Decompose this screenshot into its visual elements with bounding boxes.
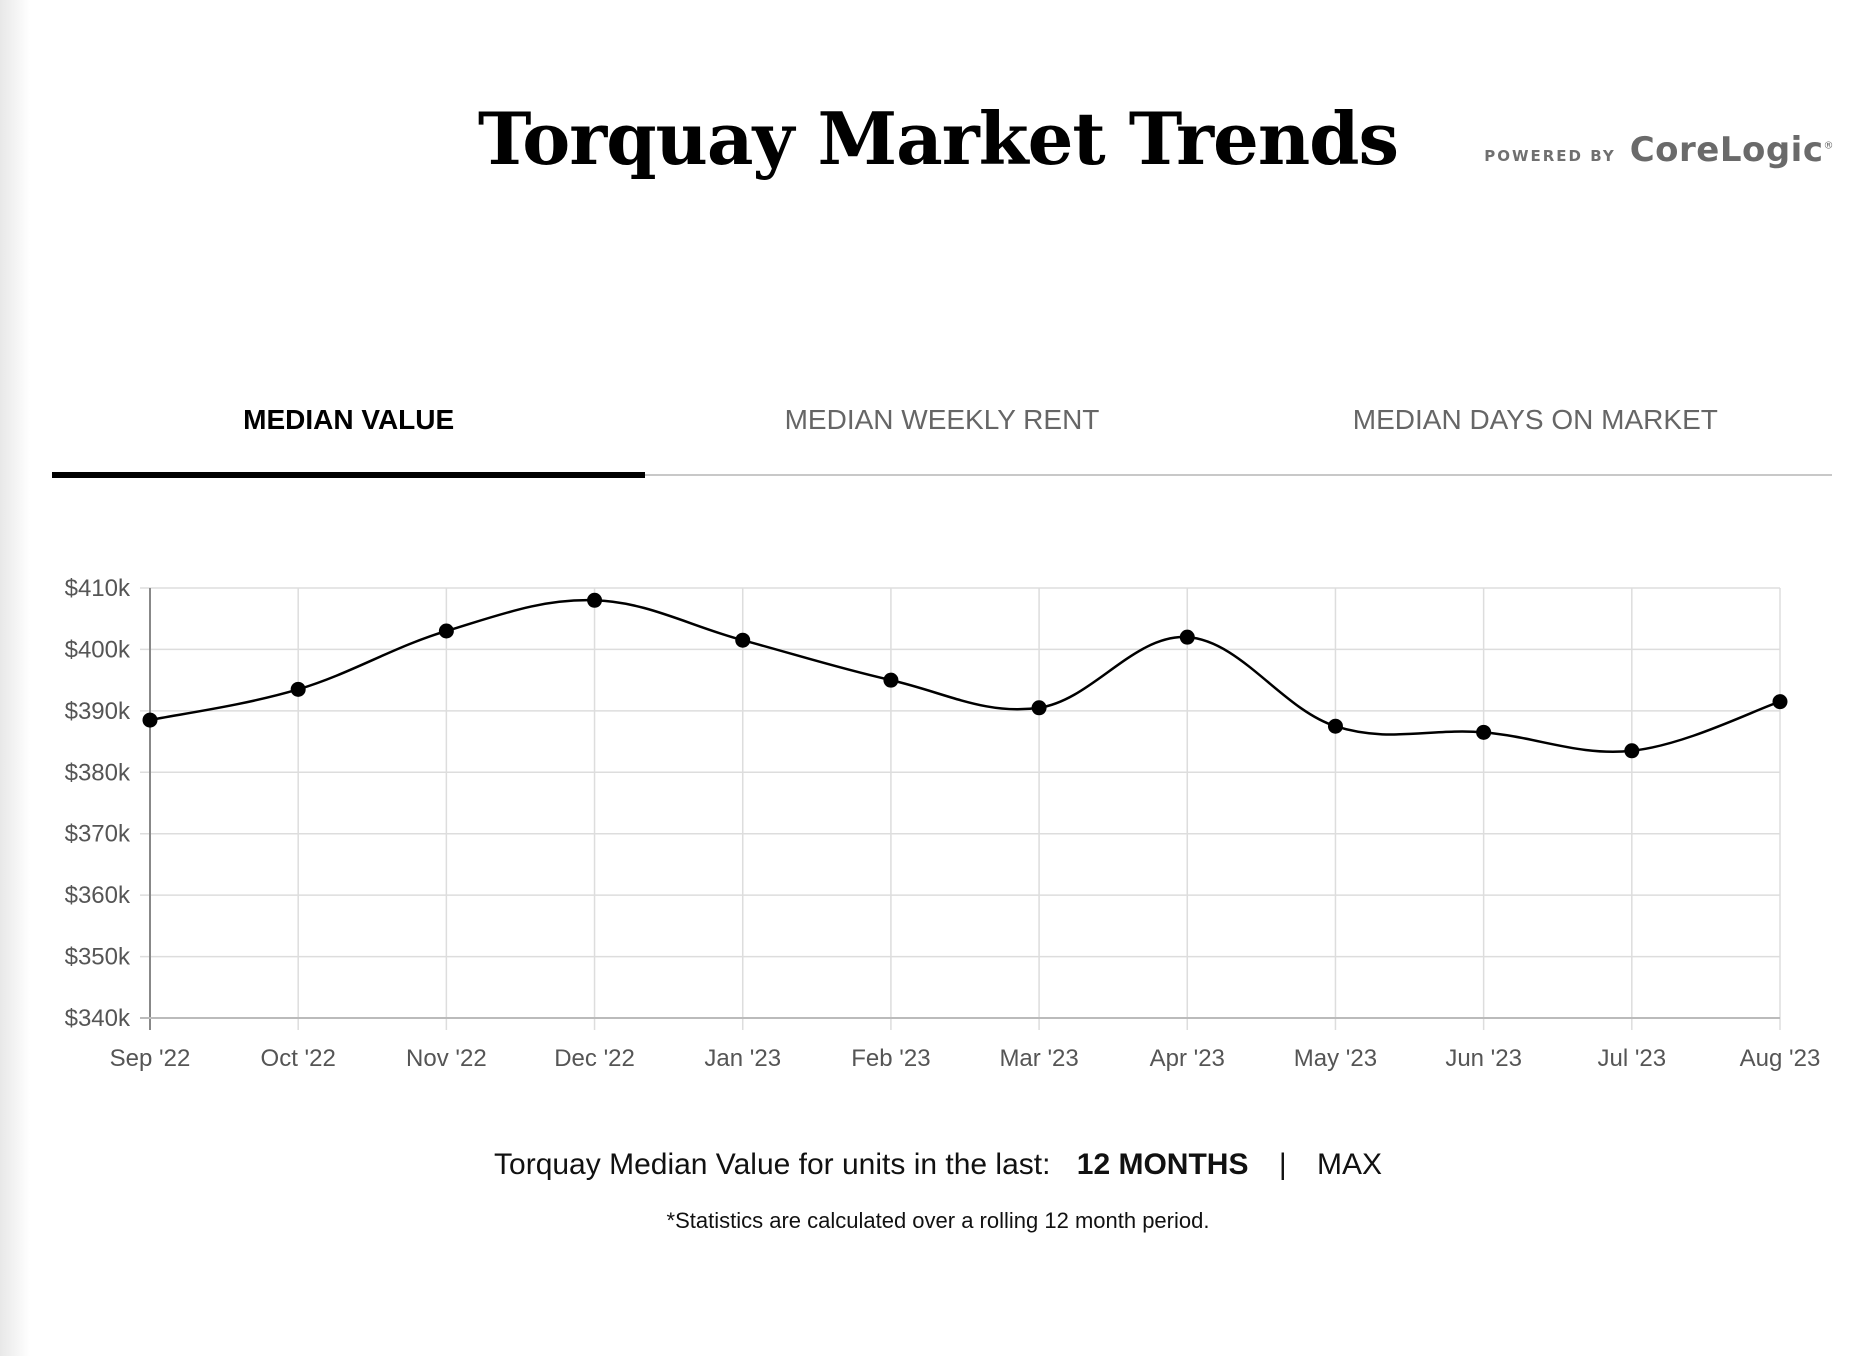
time-range-controls: Torquay Median Value for units in the la… <box>0 1148 1876 1182</box>
range-separator: | <box>1278 1148 1287 1181</box>
y-tick-label: $410k <box>65 575 131 602</box>
data-point <box>883 672 899 688</box>
y-tick-label: $350k <box>65 944 131 971</box>
series-line <box>149 598 1781 753</box>
y-tick-label: $340k <box>65 1005 131 1032</box>
x-tick-label: Dec '22 <box>554 1045 635 1072</box>
x-tick-label: Aug '23 <box>1740 1045 1821 1072</box>
statistics-footnote: *Statistics are calculated over a rollin… <box>666 1208 1210 1233</box>
page-edge-shadow <box>0 0 30 1356</box>
powered-by-corelogic: POWERED BY CoreLogic® <box>1484 130 1834 170</box>
metric-tabs: MEDIAN VALUE MEDIAN WEEKLY RENT MEDIAN D… <box>52 390 1832 478</box>
median-value-line-chart: $340k $350k $360k $370k $380k $390k $400k $410k… <box>65 575 1821 1072</box>
registered-mark-icon: ® <box>1823 140 1834 152</box>
y-tick-label: $380k <box>65 759 131 786</box>
data-point <box>1624 743 1640 759</box>
range-12-months-button[interactable]: 12 MONTHS <box>1076 1148 1249 1181</box>
powered-by-label: POWERED BY <box>1484 147 1616 165</box>
data-point <box>1327 718 1343 734</box>
y-tick-label: $370k <box>65 821 131 848</box>
corelogic-logo-text: CoreLogic <box>1629 130 1824 170</box>
data-point <box>735 632 751 648</box>
data-point <box>1179 629 1195 645</box>
data-point <box>438 623 454 639</box>
y-tick-label: $400k <box>65 636 131 663</box>
tab-median-weekly-rent[interactable]: MEDIAN WEEKLY RENT <box>784 404 1100 435</box>
y-tick-label: $390k <box>65 698 131 725</box>
tab-median-days-on-market[interactable]: MEDIAN DAYS ON MARKET <box>1352 404 1718 435</box>
data-point <box>1031 700 1047 716</box>
x-tick-label: Nov '22 <box>406 1045 487 1072</box>
data-point <box>142 712 158 728</box>
x-tick-label: Mar '23 <box>999 1045 1078 1072</box>
corelogic-logo: CoreLogic® <box>1630 130 1834 170</box>
page-title: Torquay Market Trends <box>477 96 1399 181</box>
x-tick-label: Jul '23 <box>1598 1045 1667 1072</box>
tab-median-value[interactable]: MEDIAN VALUE <box>52 390 646 478</box>
data-point <box>587 592 603 608</box>
x-tick-label: Feb '23 <box>851 1045 930 1072</box>
range-prefix-label: Torquay Median Value for units in the la… <box>494 1148 1051 1181</box>
data-point <box>290 681 306 697</box>
x-tick-label: Sep '22 <box>110 1045 191 1072</box>
x-tick-label: May '23 <box>1294 1045 1377 1072</box>
range-max-button[interactable]: MAX <box>1316 1148 1382 1181</box>
x-tick-label: Jun '23 <box>1445 1045 1522 1072</box>
x-tick-label: Jan '23 <box>704 1045 781 1072</box>
data-point <box>1476 724 1492 740</box>
x-tick-label: Oct '22 <box>261 1045 336 1072</box>
x-tick-label: Apr '23 <box>1150 1045 1225 1072</box>
y-tick-label: $360k <box>65 882 131 909</box>
data-point <box>1772 694 1788 710</box>
